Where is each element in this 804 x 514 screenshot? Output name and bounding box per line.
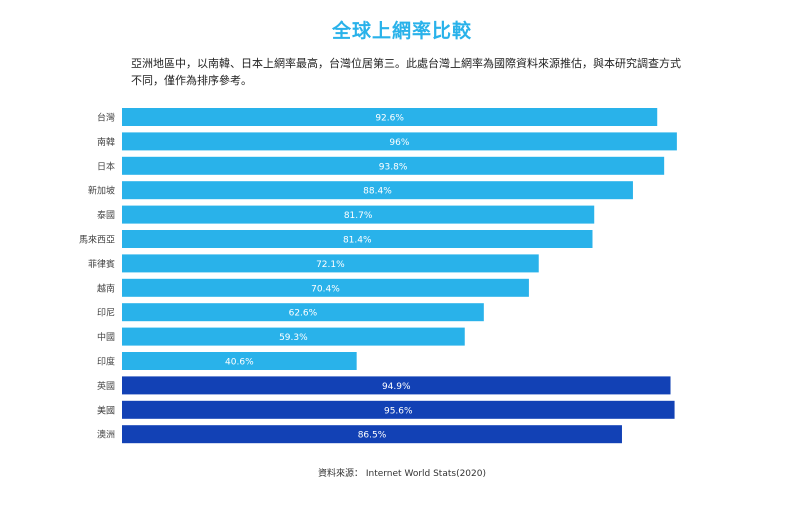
bar-value-label: 93.8% [379, 162, 408, 172]
bar [122, 156, 665, 175]
category-label: 泰國 [97, 209, 115, 221]
category-label: 菲律賓 [88, 258, 115, 270]
category-label: 印度 [97, 356, 115, 368]
bar-value-label: 59.3% [279, 333, 308, 343]
bar [122, 108, 658, 126]
bar [122, 132, 677, 151]
category-label: 馬來西亞 [79, 235, 115, 246]
bar-value-label: 72.1% [316, 260, 345, 270]
chart-description: 亞洲地區中，以南韓、日本上網率最高，台灣位居第三。此處台灣上網率為國際資料來源推… [131, 57, 681, 87]
bar [122, 278, 529, 297]
bar-value-label: 94.9% [382, 382, 411, 392]
category-label: 美國 [97, 404, 115, 416]
bar [122, 400, 675, 419]
chart-title: 全球上網率比較 [331, 20, 472, 42]
bar [122, 303, 484, 322]
bar [122, 230, 593, 248]
bar-value-label: 95.6% [384, 406, 413, 416]
bar [122, 327, 465, 346]
category-label: 中國 [97, 331, 115, 343]
bar-value-label: 81.4% [343, 236, 372, 246]
bar-value-label: 86.5% [358, 431, 387, 441]
bar [122, 352, 357, 370]
category-label: 英國 [97, 380, 115, 392]
bar-value-label: 70.4% [311, 284, 340, 294]
category-label: 日本 [97, 160, 115, 172]
data-source-note: 資料來源： Internet World Stats(2020) [317, 469, 486, 479]
bar [122, 181, 633, 200]
bar-value-label: 96% [389, 138, 409, 148]
category-label: 新加坡 [88, 185, 115, 197]
bar-value-label: 81.7% [344, 211, 373, 221]
bar-value-label: 40.6% [225, 358, 254, 368]
category-label: 越南 [97, 282, 115, 294]
bar-value-label: 62.6% [289, 309, 318, 319]
bar [122, 425, 622, 444]
bar [122, 254, 539, 273]
category-label: 南韓 [97, 136, 115, 148]
bar [122, 376, 671, 395]
bar-value-label: 92.6% [375, 114, 404, 124]
bar [122, 205, 595, 224]
category-label: 澳洲 [97, 429, 115, 441]
category-label: 台灣 [97, 112, 115, 124]
category-label: 印尼 [97, 307, 115, 319]
bar-value-label: 88.4% [363, 187, 392, 197]
